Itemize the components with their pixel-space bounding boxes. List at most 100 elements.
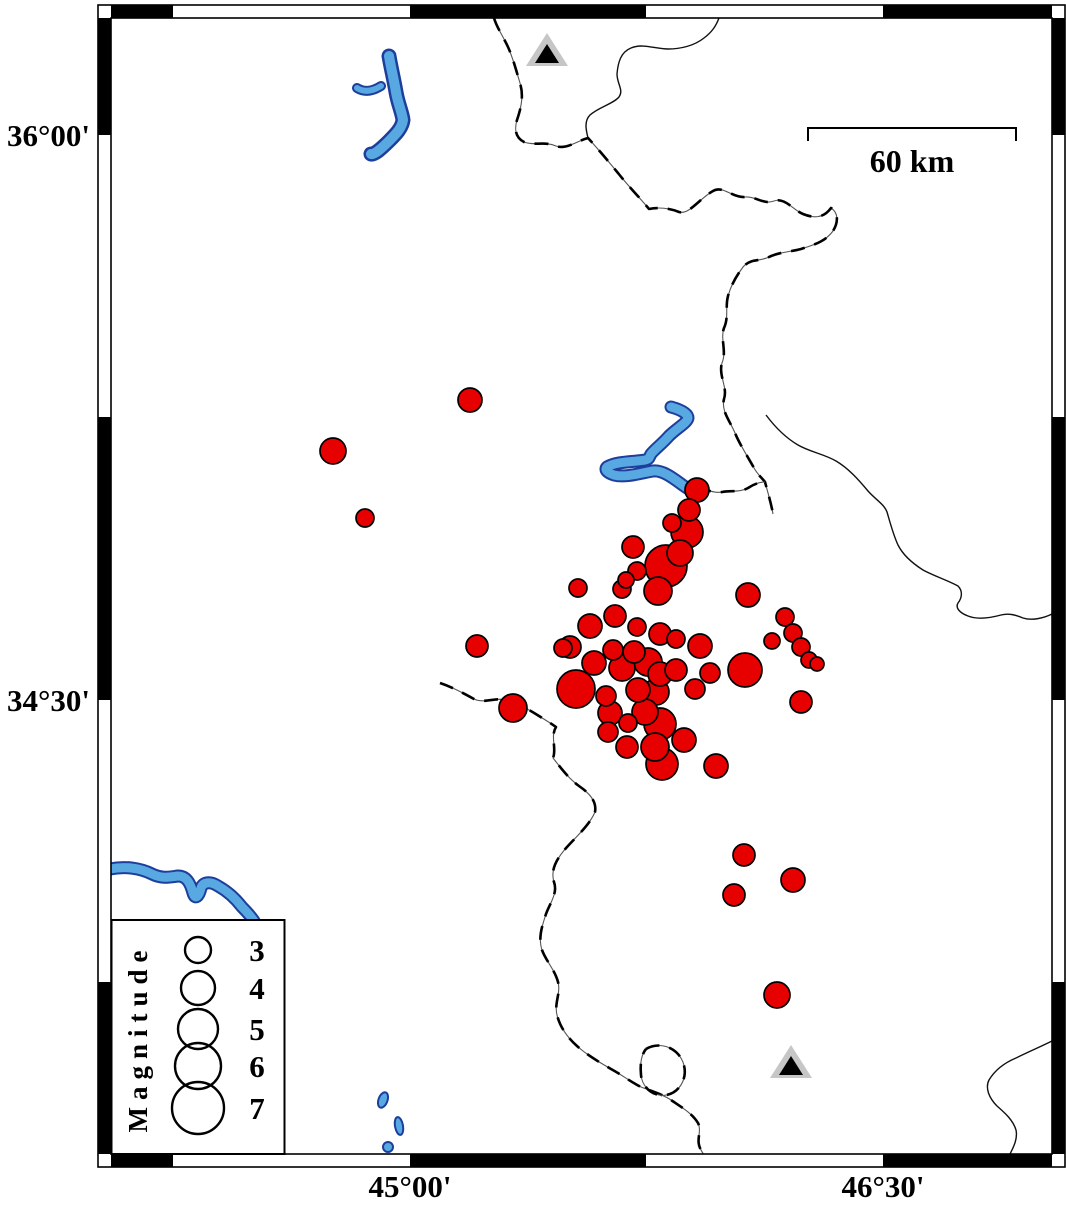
earthquake-epicenter: [732, 843, 756, 867]
earthquake-epicenter: [568, 578, 588, 598]
legend-title: Magnitude: [123, 943, 153, 1132]
legend-magnitude-circle: [176, 1007, 220, 1051]
legend-magnitude-circle: [173, 1041, 223, 1091]
earthquake-epicenter: [671, 727, 697, 753]
earthquake-epicenter: [666, 629, 686, 649]
earthquake-epicenter: [617, 571, 635, 589]
earthquake-epicenter: [595, 685, 617, 707]
frame-black-segment: [410, 1154, 646, 1167]
scale-bar-label: 60 km: [870, 143, 955, 179]
earthquake-epicenter: [780, 867, 806, 893]
frame-black-segment: [111, 1154, 173, 1167]
earthquake-epicenter: [699, 662, 721, 684]
longitude-label: 45°00': [368, 1169, 451, 1204]
earthquake-epicenter: [577, 613, 603, 639]
legend-magnitude-value: 4: [249, 971, 265, 1006]
pond-blob: [382, 1141, 394, 1153]
earthquake-epicenter: [553, 638, 573, 658]
legend-magnitude-value: 3: [249, 933, 265, 968]
scale-bar: 60 km: [807, 127, 1017, 179]
frame-black-segment: [98, 982, 111, 1154]
frame-black-segment: [111, 5, 173, 18]
legend-magnitude-circle: [183, 935, 213, 965]
lake-center: [601, 402, 702, 498]
legend-magnitude-value: 5: [249, 1012, 265, 1047]
pond-blob: [376, 1091, 390, 1109]
frame-black-segment: [883, 1154, 1052, 1167]
earthquake-epicenter: [722, 883, 746, 907]
pond-blob: [393, 1116, 405, 1136]
earthquake-epicenter: [627, 617, 647, 637]
earthquake-layer: [319, 387, 825, 1009]
earthquake-epicenter: [602, 639, 624, 661]
latitude-label: 36°00': [7, 118, 90, 153]
lake-northwest-arm: [354, 83, 384, 94]
earthquake-epicenter: [465, 634, 489, 658]
frame-black-segment: [98, 417, 111, 700]
legend-magnitude-value: 6: [249, 1049, 265, 1084]
earthquake-epicenter: [684, 678, 706, 700]
earthquake-epicenter: [727, 652, 763, 688]
station-inner-triangle: [779, 1056, 803, 1075]
frame-black-segment: [883, 5, 1052, 18]
earthquake-epicenter: [621, 535, 645, 559]
earthquake-epicenter: [556, 669, 596, 709]
earthquake-epicenter: [677, 498, 701, 522]
earthquake-epicenter: [603, 604, 627, 628]
earthquake-epicenter: [640, 732, 670, 762]
seismic-station-icon: [770, 1045, 812, 1078]
border-north-dashed-line: [492, 17, 839, 515]
latitude-label: 34°30': [7, 683, 90, 718]
station-inner-triangle: [535, 44, 559, 63]
earthquake-epicenter: [662, 513, 682, 533]
earthquake-epicenter: [687, 633, 713, 659]
earthquake-epicenter: [457, 387, 483, 413]
legend-magnitude-circle: [179, 969, 217, 1007]
earthquake-epicenter: [735, 582, 761, 608]
frame-black-segment: [1052, 18, 1065, 135]
legend-magnitude-circle: [170, 1080, 226, 1136]
earthquake-epicenter: [498, 693, 528, 723]
river-north: [585, 17, 720, 139]
frame-black-segment: [1052, 982, 1065, 1154]
legend-magnitude-value: 7: [249, 1091, 265, 1126]
river-east: [765, 414, 1053, 620]
earthquake-epicenter: [664, 658, 688, 682]
earthquake-epicenter: [763, 632, 781, 650]
earthquake-epicenter: [625, 677, 651, 703]
border-south-dashed-line: [439, 681, 705, 1156]
earthquake-epicenter: [666, 539, 694, 567]
scale-bar-bracket: [807, 127, 1017, 141]
river-southeast: [986, 1040, 1053, 1155]
longitude-label: 46°30': [841, 1169, 924, 1204]
earthquake-epicenter: [355, 508, 375, 528]
earthquake-epicenter: [703, 753, 729, 779]
magnitude-legend: Magnitude 34 56 7: [110, 919, 286, 1155]
frame-black-segment: [98, 18, 111, 135]
earthquake-epicenter: [597, 721, 619, 743]
frame-inner-line: [110, 17, 1053, 1155]
frame-outer-line: [97, 4, 1066, 1168]
earthquake-epicenter: [763, 981, 791, 1009]
seismic-station-icon: [526, 33, 568, 66]
lake-northwest: [366, 51, 408, 160]
earthquake-epicenter: [615, 735, 639, 759]
legend-box: [110, 919, 286, 1155]
frame-black-segment: [410, 5, 646, 18]
frame-black-segment: [1052, 417, 1065, 700]
earthquake-epicenter: [643, 576, 673, 606]
border-lake-stub-dashed-line: [696, 480, 766, 494]
earthquake-epicenter: [581, 650, 607, 676]
earthquake-epicenter: [809, 656, 825, 672]
border-enclave-loop-dashed-line: [639, 1044, 687, 1097]
earthquake-epicenter: [775, 607, 795, 627]
river-west: [105, 863, 259, 926]
earthquake-epicenter: [319, 437, 347, 465]
earthquake-epicenter: [622, 640, 646, 664]
earthquake-epicenter: [791, 637, 811, 657]
earthquake-epicenter: [618, 713, 638, 733]
map-frame: [97, 4, 1066, 1168]
earthquake-epicenter: [789, 690, 813, 714]
